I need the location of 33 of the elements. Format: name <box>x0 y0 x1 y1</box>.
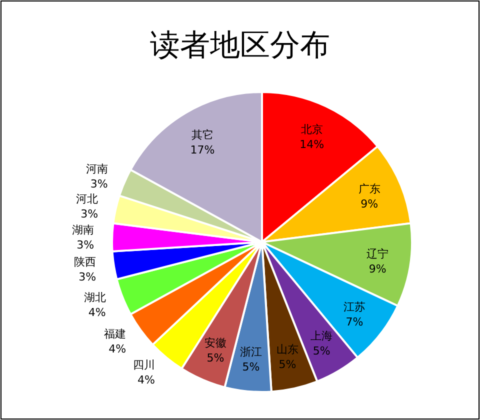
slice-label: 福建 <box>104 328 126 341</box>
data-label: 3% <box>90 177 108 190</box>
data-label: 5% <box>312 344 330 358</box>
slice-label: 辽宁 <box>366 247 389 260</box>
data-label: 4% <box>108 342 126 356</box>
slice-label: 河北 <box>76 192 98 206</box>
slice-label: 北京 <box>300 123 323 136</box>
slice-label: 河南 <box>86 162 108 176</box>
slice-label: 江苏 <box>343 300 366 314</box>
slice-label: 其它 <box>191 128 214 142</box>
data-label: 5% <box>242 360 260 374</box>
data-label: 4% <box>88 306 106 319</box>
data-label: 4% <box>137 373 155 386</box>
slice-label: 浙江 <box>240 345 262 358</box>
chart-title: 读者地区分布 <box>150 28 330 63</box>
data-label: 14% <box>300 138 324 152</box>
slice-label: 湖北 <box>84 290 106 304</box>
data-label: 5% <box>278 358 296 372</box>
slice-label: 湖南 <box>72 224 94 237</box>
data-label: 3% <box>78 270 96 284</box>
data-label: 7% <box>346 316 364 329</box>
data-label: 17% <box>190 143 215 156</box>
data-label: 3% <box>76 238 94 252</box>
slice-label: 陕西 <box>74 255 96 268</box>
data-label: 9% <box>368 262 386 276</box>
data-label: 5% <box>206 351 224 364</box>
data-label: 9% <box>360 198 378 211</box>
slice-label: 山东 <box>276 343 299 356</box>
slice-label: 安徽 <box>204 336 227 350</box>
slice-label: 上海 <box>310 330 333 343</box>
data-label: 3% <box>80 207 98 220</box>
slice-label: 四川 <box>132 358 155 372</box>
slice-label: 广东 <box>358 182 380 196</box>
